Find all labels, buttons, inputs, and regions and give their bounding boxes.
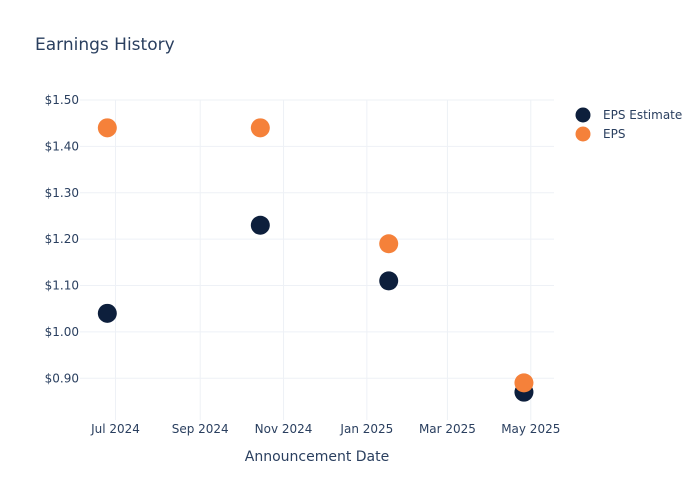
x-axis-title: Announcement Date <box>245 449 389 465</box>
data-point[interactable] <box>250 118 270 138</box>
x-tick-label: Jan 2025 <box>339 422 393 436</box>
legend-label[interactable]: EPS <box>603 127 625 141</box>
data-point[interactable] <box>379 234 399 254</box>
x-axis-ticks: Jul 2024 Sep 2024 Nov 2024 Jan 2025 Mar 2025… <box>90 422 560 436</box>
x-gridlines <box>115 100 532 420</box>
data-points <box>97 118 534 402</box>
data-point[interactable] <box>514 373 534 393</box>
legend: EPS Estimate EPS <box>575 107 682 142</box>
x-tick-label: Jul 2024 <box>90 422 140 436</box>
data-point[interactable] <box>97 118 117 138</box>
legend-label[interactable]: EPS Estimate <box>603 108 682 122</box>
x-tick-label: Sep 2024 <box>172 422 229 436</box>
data-point[interactable] <box>250 215 270 235</box>
y-tick-label: $1.50 <box>45 93 79 107</box>
y-tick-label: $1.20 <box>45 232 79 246</box>
legend-marker[interactable] <box>575 107 591 123</box>
x-tick-label: May 2025 <box>501 422 560 436</box>
legend-marker[interactable] <box>575 126 591 142</box>
x-tick-label: Mar 2025 <box>419 422 476 436</box>
y-tick-label: $1.30 <box>45 186 79 200</box>
y-tick-label: $1.40 <box>45 139 79 153</box>
y-tick-label: $0.90 <box>45 371 79 385</box>
y-axis-ticks: $0.90 $1.00 $1.10 $1.20 $1.30 $1.40 $1.50 <box>45 93 79 385</box>
chart-title: Earnings History <box>35 35 175 55</box>
y-tick-label: $1.00 <box>45 325 79 339</box>
x-tick-label: Nov 2024 <box>255 422 313 436</box>
series-eps-estimate <box>97 215 534 402</box>
data-point[interactable] <box>97 303 117 323</box>
y-gridlines <box>80 99 554 379</box>
data-point[interactable] <box>379 271 399 291</box>
y-tick-label: $1.10 <box>45 279 79 293</box>
series-eps <box>97 118 534 393</box>
